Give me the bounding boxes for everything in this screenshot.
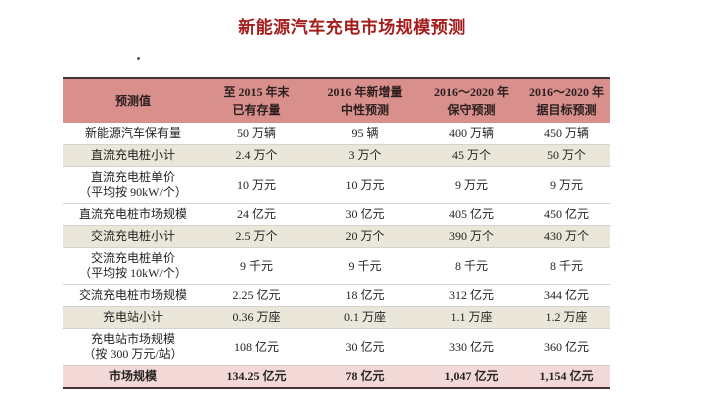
value-cell: 1.2 万座 (523, 306, 610, 329)
table-row: 新能源汽车保有量 50 万辆 95 辆 400 万辆 450 万辆 (63, 123, 610, 145)
header-line1: 预测值 (114, 94, 151, 108)
value-cell: 24 亿元 (203, 203, 310, 226)
value-cell: 45 万个 (420, 144, 523, 167)
page-title: 新能源汽车充电市场规模预测 (238, 18, 466, 37)
value-cell: 330 亿元 (420, 328, 523, 366)
row-label-cell: 直流充电桩市场规模 (63, 203, 203, 226)
value-cell: 390 万个 (420, 225, 523, 248)
value-cell: 50 万辆 (236, 126, 276, 140)
value-cell: 18 亿元 (310, 284, 420, 307)
row-label-cell: 新能源汽车保有量 (63, 123, 203, 145)
table-row: 直流充电桩小计 2.4 万个 3 万个 45 万个 50 万个 (63, 144, 610, 167)
value-cell: 3 万个 (310, 144, 420, 167)
table-row: 充电站小计 0.36 万座 0.1 万座 1.1 万座 1.2 万座 (63, 306, 610, 329)
value-cell: 30 亿元 (310, 203, 420, 226)
header-cell-1: 至 2015 年末 已有存量 (203, 78, 310, 123)
value-cell: 450 亿元 (523, 203, 610, 226)
value-cell: 9 千元 (310, 247, 420, 285)
header-line1: 2016～2020 年 (528, 85, 604, 99)
header-line2: 中性预测 (340, 103, 389, 117)
table-row: 交流充电桩小计 2.5 万个 20 万个 390 万个 430 万个 (63, 225, 610, 248)
row-label: 充电站市场规模 (90, 332, 175, 346)
value-cell: 1,154 亿元 (523, 365, 610, 388)
value-cell: 0.36 万座 (203, 306, 310, 329)
row-label: 市场规模 (108, 369, 157, 383)
value-cell: 312 亿元 (420, 284, 523, 307)
row-label-line2: （平均按 90kW/个） (79, 185, 187, 199)
value-cell: 9 千元 (203, 247, 310, 285)
value-cell: 20 万个 (310, 225, 420, 248)
table-header: 预测值至 2015 年末 已有存量 2016 年新增量 中性预测 2016～2020 年… (63, 78, 610, 123)
value-cell: 405 亿元 (420, 203, 523, 226)
header-row: 预测值至 2015 年末 已有存量 2016 年新增量 中性预测 2016～2020 年… (63, 78, 610, 123)
value-cell: 2.25 亿元 (203, 284, 310, 307)
row-label: 新能源汽车保有量 (84, 126, 181, 140)
row-label: 交流充电桩市场规模 (78, 288, 187, 302)
value-cell: 9 万元 (523, 166, 610, 204)
value-cell: 9 万元 (420, 166, 523, 204)
header-cell-3: 2016～2020 年保守预测 (420, 78, 523, 123)
header-cell-0: 预测值 (63, 78, 203, 123)
value-cell: 1,047 亿元 (420, 365, 523, 388)
row-label-cell: 充电站小计 (63, 306, 203, 329)
header-cell-2: 2016 年新增量 中性预测 (310, 78, 420, 123)
header-line2: 据目标预测 (536, 103, 597, 117)
value-cell: 10 万元 (203, 166, 310, 204)
value-cell: 2.5 万个 (203, 225, 310, 248)
table-row: 交流充电桩单价 （平均按 10kW/个） 9 千元 9 千元 8 千元 8 千元 (63, 247, 610, 285)
value-cell: 450 万辆 (543, 126, 589, 140)
value-cell: 344 亿元 (523, 284, 610, 307)
header-line1: 至 2015 年末 (223, 85, 290, 99)
row-label-line2: （按 300 万元/站） (83, 347, 183, 361)
row-label-cell: 直流充电桩单价 （平均按 90kW/个） (63, 166, 203, 204)
header-line1: 2016～2020 年 (433, 85, 509, 99)
table-row: 直流充电桩市场规模 24 亿元 30 亿元 405 亿元 450 亿元 (63, 203, 610, 226)
table-row: 充电站市场规模 （按 300 万元/站） 108 亿元 30 亿元 330 亿元 360 … (63, 328, 610, 366)
table-row: 市场规模 134.25 亿元 78 亿元 1,047 亿元 1,154 亿元 (63, 365, 610, 388)
row-label: 充电站小计 (102, 310, 163, 324)
header-line2: 保守预测 (447, 103, 496, 117)
table-row: 交流充电桩市场规模 2.25 亿元 18 亿元 312 亿元 344 亿元 (63, 284, 610, 307)
header-line1: 2016 年新增量 (327, 85, 403, 99)
value-cell: 30 亿元 (310, 328, 420, 366)
forecast-table: 预测值至 2015 年末 已有存量 2016 年新增量 中性预测 2016～2020 年… (63, 77, 610, 389)
table-row: 直流充电桩单价 （平均按 90kW/个） 10 万元 10 万元 9 万元 9 万元 (63, 166, 610, 204)
row-label: 直流充电桩市场规模 (78, 207, 187, 221)
value-cell: 50 万个 (523, 144, 610, 167)
row-label-cell: 交流充电桩市场规模 (63, 284, 203, 307)
value-cell: 360 亿元 (523, 328, 610, 366)
value-cell: 0.1 万座 (310, 306, 420, 329)
value-cell: 2.4 万个 (203, 144, 310, 167)
row-label: 交流充电桩小计 (90, 229, 175, 243)
value-cell: 1.1 万座 (420, 306, 523, 329)
value-cell: 108 亿元 (203, 328, 310, 366)
stray-dot (137, 57, 140, 60)
row-label-cell: 市场规模 (63, 365, 203, 388)
row-label-cell: 交流充电桩小计 (63, 225, 203, 248)
row-label: 直流充电桩单价 (90, 170, 175, 184)
value-cell: 95 辆 (351, 126, 379, 140)
value-cell: 134.25 亿元 (203, 365, 310, 388)
value-cell: 10 万元 (310, 166, 420, 204)
value-cell: 430 万个 (523, 225, 610, 248)
value-cell: 400 万辆 (448, 126, 494, 140)
row-label-cell: 交流充电桩单价 （平均按 10kW/个） (63, 247, 203, 285)
row-label: 直流充电桩小计 (90, 148, 175, 162)
table-body: 新能源汽车保有量 50 万辆 95 辆 400 万辆 450 万辆直流充电桩小计 2.4 … (63, 123, 610, 388)
row-label-line2: （平均按 10kW/个） (79, 266, 187, 280)
header-cell-4: 2016～2020 年据目标预测 (523, 78, 610, 123)
value-cell: 8 千元 (523, 247, 610, 285)
row-label: 交流充电桩单价 (90, 251, 175, 265)
row-label-cell: 充电站市场规模 （按 300 万元/站） (63, 328, 203, 366)
row-label-cell: 直流充电桩小计 (63, 144, 203, 167)
header-line2: 已有存量 (232, 103, 281, 117)
value-cell: 8 千元 (420, 247, 523, 285)
value-cell: 78 亿元 (310, 365, 420, 388)
